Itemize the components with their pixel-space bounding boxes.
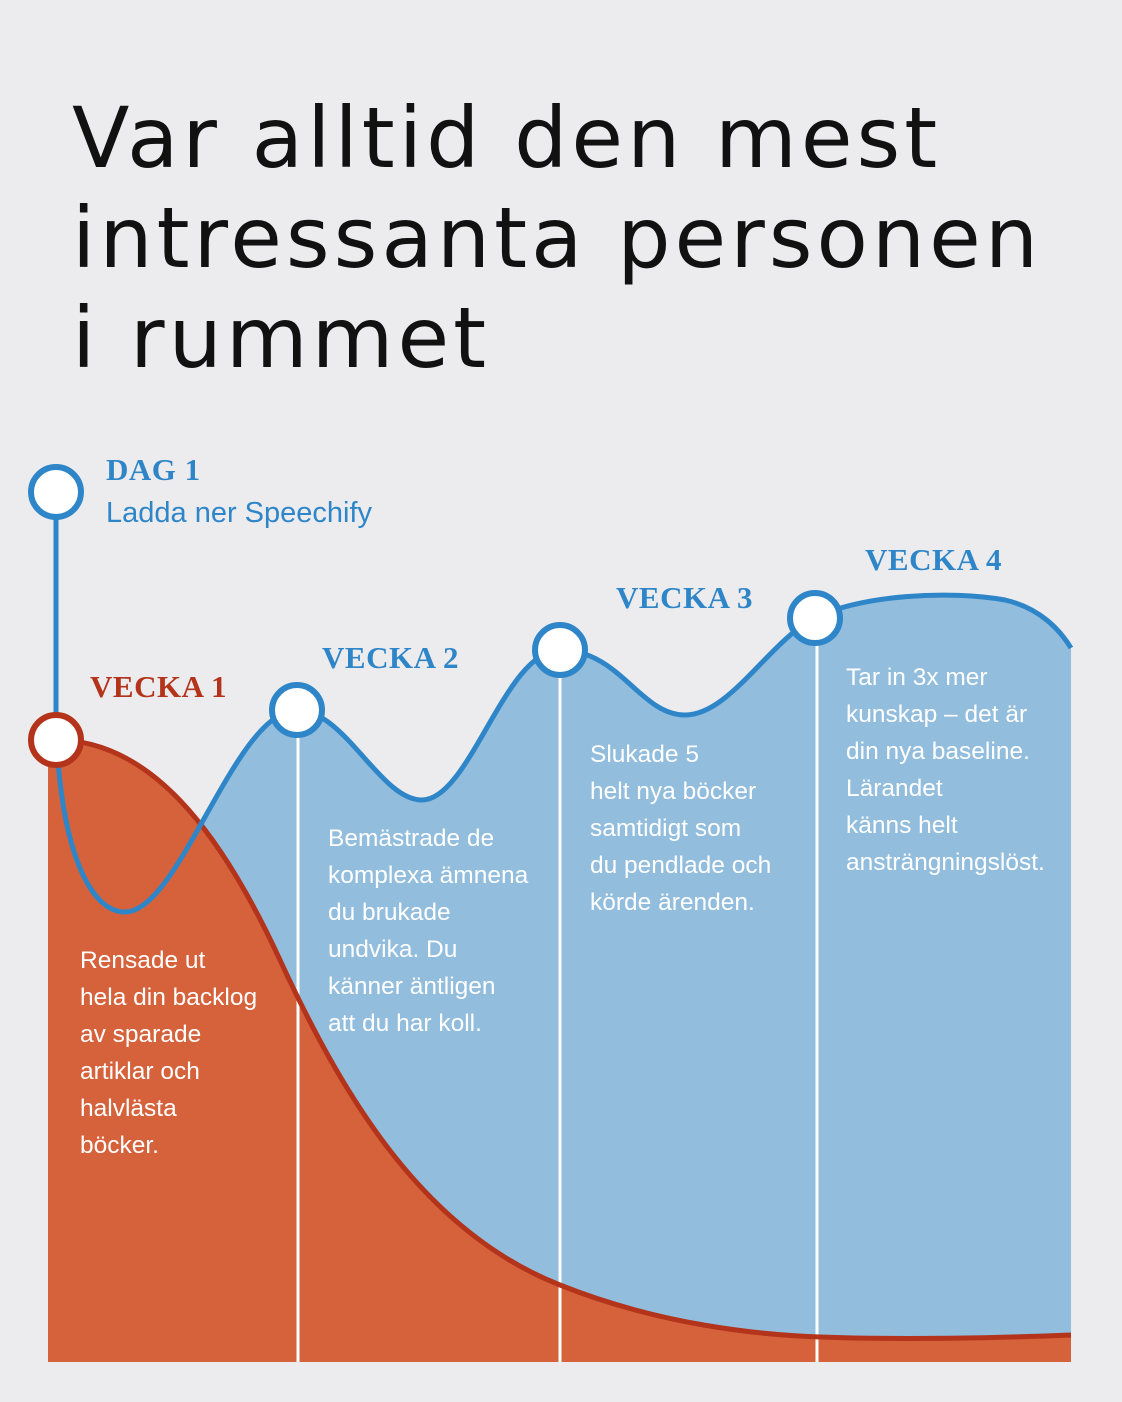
text-vecka-3: Slukade 5 helt nya böcker samtidigt som … xyxy=(590,741,772,916)
marker-vecka-4 xyxy=(787,590,843,646)
text-vecka-4: Tar in 3x mer kunskap – det är din nya b… xyxy=(846,664,1045,876)
label-vecka-1: VECKA 1 xyxy=(90,669,227,704)
text-vecka-1: Rensade ut hela din backlog av sparade a… xyxy=(80,947,258,1159)
blue-curve xyxy=(53,492,1074,915)
title-line-2: intressanta personen xyxy=(72,189,1043,287)
red-curve xyxy=(55,737,1072,1341)
text-dag-1: Ladda ner Speechify xyxy=(106,497,373,529)
red-area xyxy=(48,740,1071,1362)
label-vecka-4: VECKA 4 xyxy=(865,542,1002,577)
title-line-1: Var alltid den mest xyxy=(72,89,942,187)
marker-vecka-2 xyxy=(269,682,325,738)
label-vecka-3: VECKA 3 xyxy=(616,580,753,615)
text-vecka-2: Bemästrade de komplexa ämnena du brukade… xyxy=(328,825,529,1037)
page-title: Var alltid den mest intressanta personen… xyxy=(72,88,1082,388)
title-line-3: i rummet xyxy=(72,289,491,387)
marker-vecka-1 xyxy=(28,712,84,768)
marker-dag-1 xyxy=(28,464,84,520)
label-vecka-2: VECKA 2 xyxy=(322,640,459,675)
marker-vecka-3 xyxy=(532,622,588,678)
label-dag-1: DAG 1 xyxy=(106,452,201,487)
